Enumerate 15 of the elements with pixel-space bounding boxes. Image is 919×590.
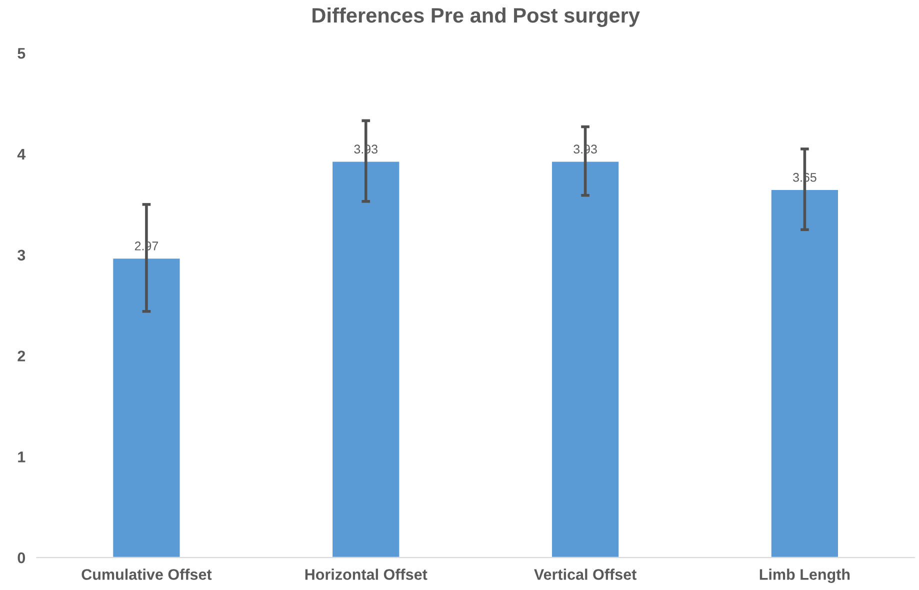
bar xyxy=(550,160,620,558)
chart-title: Differences Pre and Post surgery xyxy=(312,7,640,27)
bar xyxy=(331,160,401,558)
y-tick-label: 3 xyxy=(18,250,26,261)
y-tick-label: 5 xyxy=(18,48,26,59)
y-tick-label: 2 xyxy=(18,350,26,362)
bar xyxy=(112,257,182,558)
x-tick-label: Horizontal Offset xyxy=(305,568,428,580)
x-tick-label: Vertical Offset xyxy=(534,568,636,580)
bar xyxy=(770,188,840,558)
y-tick-label: 1 xyxy=(18,452,26,462)
x-tick-label: Cumulative Offset xyxy=(82,568,212,580)
y-tick-label: 4 xyxy=(17,149,26,160)
x-tick-label: Limb Length xyxy=(760,568,850,583)
y-tick-label: 0 xyxy=(18,552,26,564)
